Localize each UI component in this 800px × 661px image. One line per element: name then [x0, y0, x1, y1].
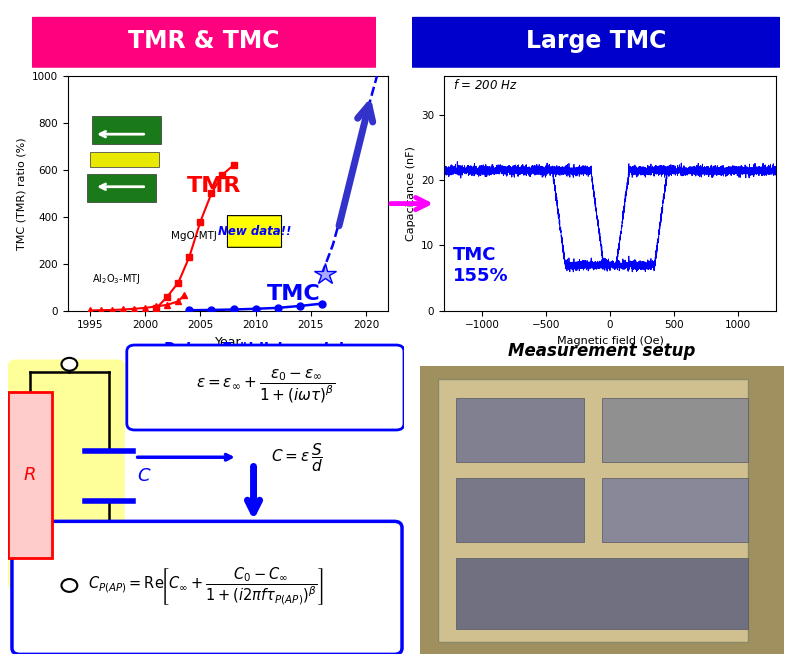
Text: New data!!: New data!!	[218, 225, 291, 238]
Y-axis label: Capacitance (nF): Capacitance (nF)	[406, 146, 415, 241]
Y-axis label: TMC (TMR) ratio (%): TMC (TMR) ratio (%)	[17, 137, 26, 250]
Bar	[456, 558, 747, 629]
Text: $C$: $C$	[137, 467, 151, 485]
Circle shape	[62, 358, 78, 371]
Text: TMR & TMC: TMR & TMC	[128, 29, 280, 54]
Bar	[456, 478, 584, 542]
Text: $f$ = 200 Hz: $f$ = 200 Hz	[453, 78, 518, 92]
Text: TMC
155%: TMC 155%	[453, 246, 509, 285]
Text: Large TMC: Large TMC	[526, 29, 666, 54]
Text: TMC: TMC	[266, 284, 320, 304]
Text: TMR: TMR	[187, 176, 242, 196]
Bar	[456, 398, 584, 462]
Bar	[87, 174, 156, 202]
Text: $\varepsilon = \varepsilon_{\infty} + \dfrac{\varepsilon_0 - \varepsilon_{\infty: $\varepsilon = \varepsilon_{\infty} + \d…	[196, 368, 335, 405]
Text: $C_{P(AP)} = \mathrm{Re}\!\left[C_{\infty} + \dfrac{C_0 - C_{\infty}}{1 + (i2\pi: $C_{P(AP)} = \mathrm{Re}\!\left[C_{\inft…	[88, 566, 324, 608]
Text: Measurement setup: Measurement setup	[508, 342, 696, 360]
Bar	[602, 478, 747, 542]
Bar	[90, 152, 158, 167]
Text: $R$: $R$	[23, 466, 36, 484]
FancyBboxPatch shape	[12, 522, 402, 654]
Text: $C = \varepsilon\,\dfrac{S}{d}$: $C = \varepsilon\,\dfrac{S}{d}$	[271, 441, 323, 474]
X-axis label: Magnetic field (Oe): Magnetic field (Oe)	[557, 336, 663, 346]
Text: Al$_2$O$_3$-MTJ: Al$_2$O$_3$-MTJ	[92, 272, 141, 286]
FancyBboxPatch shape	[8, 360, 125, 590]
Bar	[438, 379, 747, 642]
FancyBboxPatch shape	[126, 345, 404, 430]
Bar	[602, 398, 747, 462]
FancyBboxPatch shape	[227, 215, 282, 247]
Circle shape	[62, 579, 78, 592]
FancyBboxPatch shape	[8, 391, 51, 558]
FancyBboxPatch shape	[18, 17, 390, 68]
Text: Debye-Fröhlich model: Debye-Fröhlich model	[163, 342, 343, 357]
X-axis label: Year: Year	[214, 336, 242, 349]
Bar	[92, 116, 162, 144]
Text: MgO-MTJ: MgO-MTJ	[170, 231, 217, 241]
FancyBboxPatch shape	[398, 17, 794, 68]
